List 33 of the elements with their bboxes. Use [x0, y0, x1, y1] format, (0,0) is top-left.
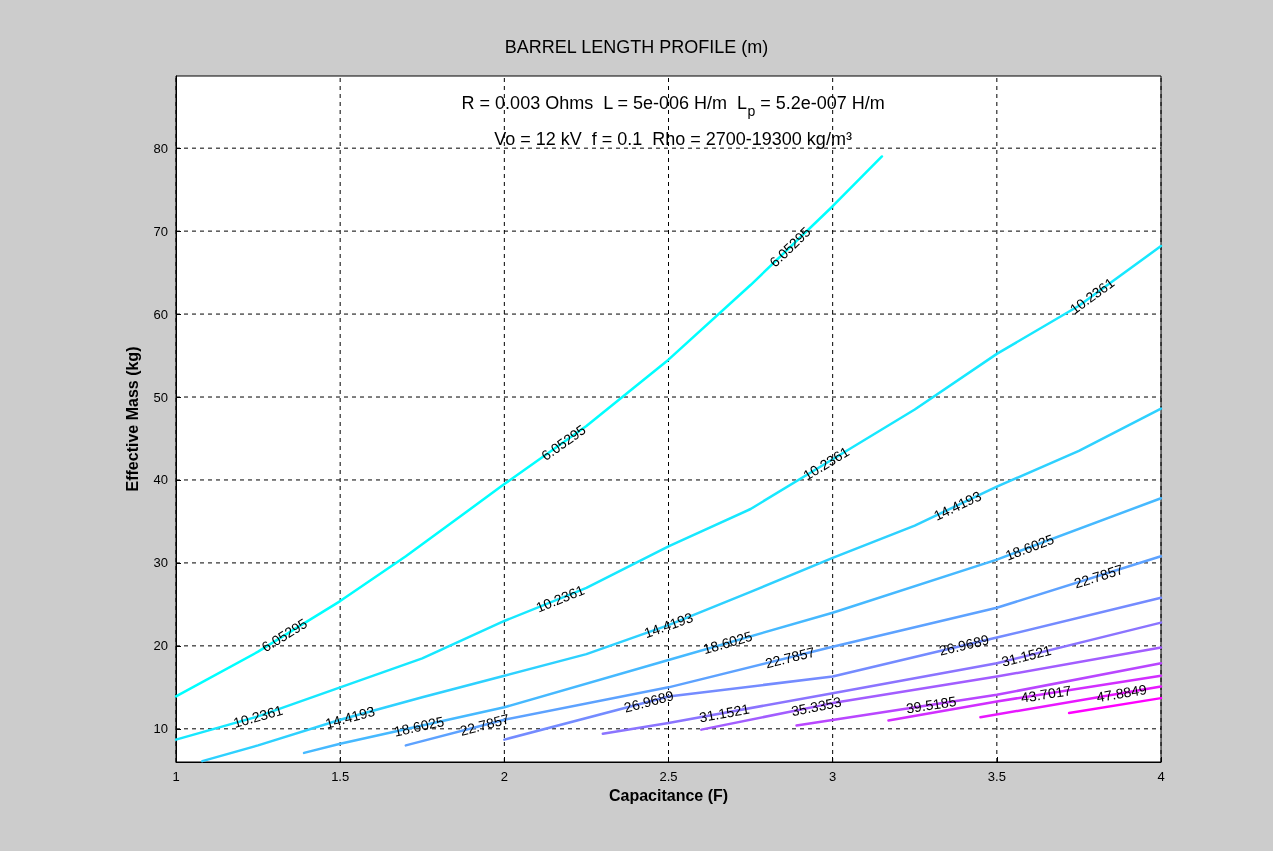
annotation: 31.1521 [999, 641, 1054, 670]
x-axis-title: Capacitance (F) [608, 787, 729, 805]
annotation: 26.9689 [622, 687, 676, 716]
y-tick-label: 80 [153, 140, 168, 156]
y-tick-label: 30 [153, 555, 168, 571]
y-tick-label: 10 [153, 721, 168, 737]
annotation: 35.3353 [789, 693, 843, 720]
x-tick-label: 1.5 [331, 769, 350, 784]
y-tick-label: 40 [153, 472, 168, 488]
x-tick-label: 3 [829, 769, 837, 784]
x-tick-label: 3.5 [987, 769, 1006, 784]
x-tick-label: 4 [1157, 769, 1165, 784]
annotation: 47.8849 [1095, 680, 1149, 706]
annotation: 18.6025 [392, 712, 446, 740]
y-tick-label: 50 [153, 389, 168, 405]
annotation: 14.4193 [323, 702, 377, 732]
annotation: 22.7857 [458, 710, 512, 739]
y-tick-label: 60 [153, 306, 168, 322]
annotation: 26.9689 [937, 631, 991, 659]
x-tick-label: 1 [172, 769, 180, 784]
annotation: 39.5185 [904, 693, 958, 717]
y-tick-label: 20 [153, 638, 168, 654]
y-axis-title: Effective Mass (kg) [123, 346, 141, 492]
annotation: 43.7017 [1019, 682, 1073, 706]
x-tick-label: 2 [500, 769, 508, 784]
y-tick-label: 70 [153, 223, 168, 239]
x-tick-label: 2.5 [659, 769, 678, 784]
annotation: 22.7857 [763, 643, 817, 672]
annotation: 18.6025 [701, 627, 755, 658]
annotation: 10.2361 [231, 701, 285, 731]
line-series [201, 407, 1163, 763]
chart-title: BARREL LENGTH PROFILE (m) [504, 37, 769, 57]
annotation: 31.1521 [697, 700, 751, 726]
